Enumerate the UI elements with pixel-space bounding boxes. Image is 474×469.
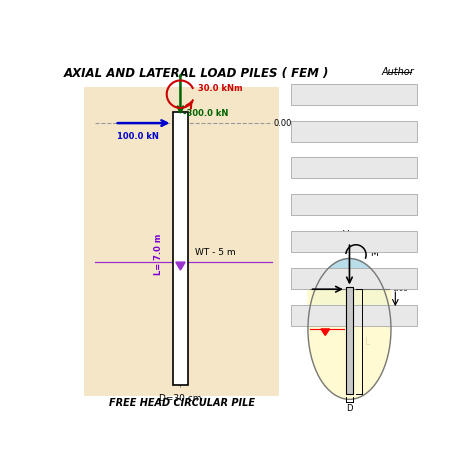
Text: H: H — [300, 283, 306, 292]
Text: Pile Axial Capacity: Pile Axial Capacity — [317, 274, 391, 283]
Text: Forces Diagrams: Forces Diagrams — [320, 163, 388, 173]
Text: M: M — [370, 249, 378, 257]
Text: RC Design: RC Design — [334, 310, 374, 320]
Text: Soil & Pile Details: Soil & Pile Details — [319, 90, 389, 98]
FancyBboxPatch shape — [291, 84, 417, 105]
Polygon shape — [308, 289, 391, 399]
Text: 30.0 kNm: 30.0 kNm — [198, 84, 242, 93]
Polygon shape — [176, 262, 185, 270]
Text: V: V — [343, 230, 349, 239]
Text: 0.00: 0.00 — [273, 119, 292, 128]
Polygon shape — [308, 258, 391, 329]
FancyBboxPatch shape — [291, 194, 417, 215]
Text: 100.0 kN: 100.0 kN — [117, 132, 158, 141]
Text: Soil Springs: Soil Springs — [330, 127, 378, 136]
Text: W.T: W.T — [309, 318, 325, 327]
Text: Author: Author — [382, 67, 414, 77]
Bar — [346, 287, 353, 394]
FancyBboxPatch shape — [291, 121, 417, 142]
Text: -z: -z — [393, 311, 399, 317]
Text: AXIAL AND LATERAL LOAD PILES ( FEM ): AXIAL AND LATERAL LOAD PILES ( FEM ) — [64, 67, 328, 80]
FancyBboxPatch shape — [291, 305, 417, 325]
Text: FREE HEAD CIRCULAR PILE: FREE HEAD CIRCULAR PILE — [109, 398, 255, 408]
Text: Pile Lateral Capacity: Pile Lateral Capacity — [313, 237, 395, 246]
Text: D=30 cm: D=30 cm — [159, 394, 202, 403]
Bar — [173, 112, 188, 385]
Text: Deflections Diagrams: Deflections Diagrams — [310, 200, 397, 209]
Text: 0.00: 0.00 — [393, 286, 409, 292]
Text: L: L — [365, 337, 370, 347]
Text: WT - 5 m: WT - 5 m — [195, 248, 236, 257]
Text: -300.0 kN: -300.0 kN — [183, 109, 229, 118]
FancyBboxPatch shape — [291, 268, 417, 289]
FancyBboxPatch shape — [291, 158, 417, 178]
FancyBboxPatch shape — [291, 231, 417, 252]
Polygon shape — [321, 329, 329, 335]
Text: D: D — [346, 404, 353, 413]
Text: L= 7.0 m: L= 7.0 m — [154, 233, 163, 275]
FancyBboxPatch shape — [84, 87, 279, 396]
